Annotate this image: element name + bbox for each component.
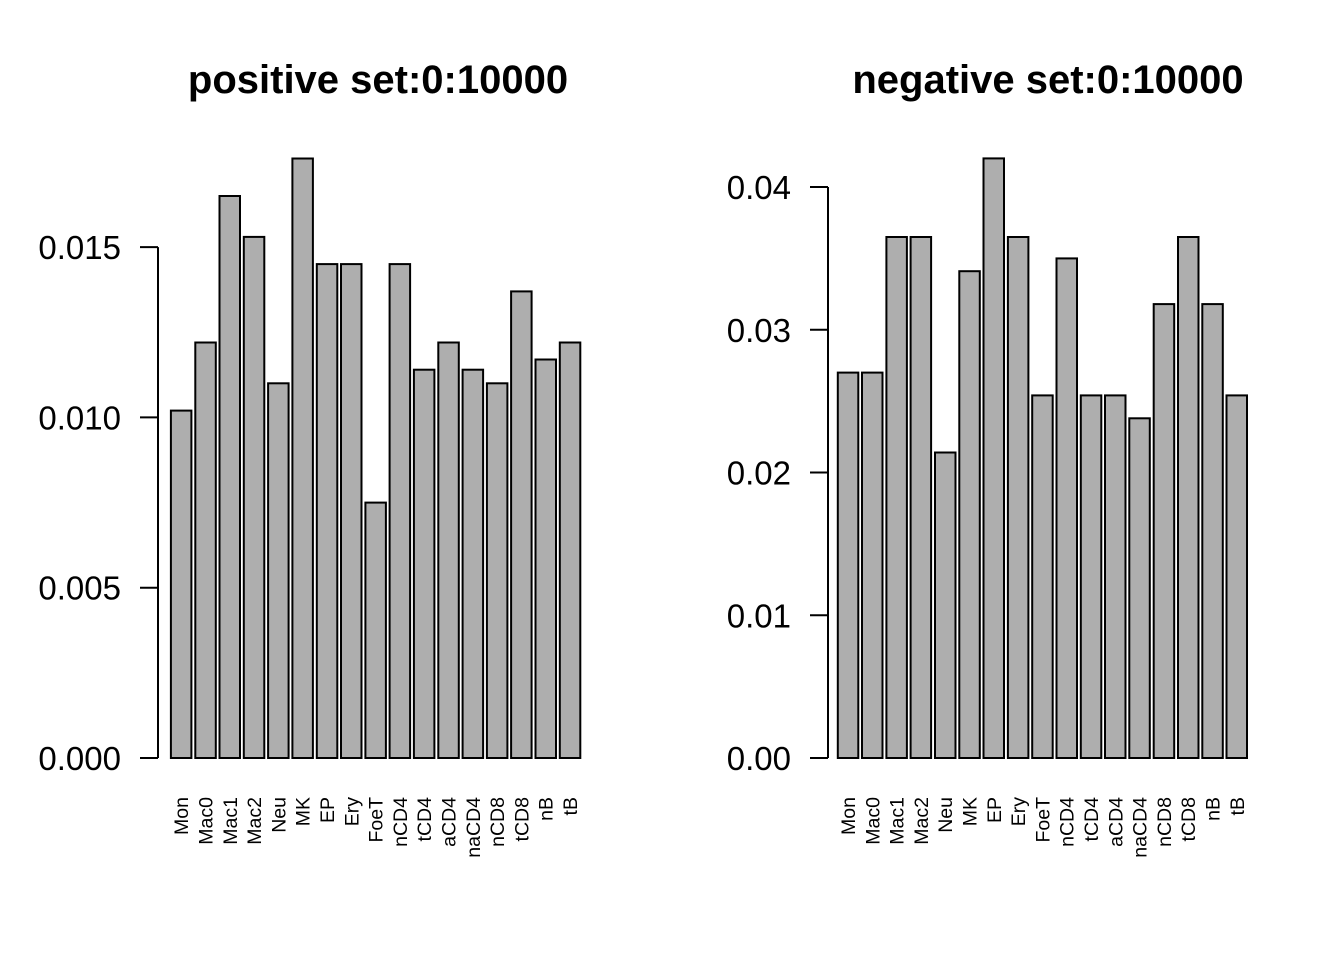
bar-naCD4 (461, 368, 485, 759)
bar-tB (1225, 394, 1248, 759)
x-category-label-nB: nB (1203, 797, 1225, 821)
x-category-label-Mac2: Mac2 (244, 797, 266, 845)
x-category-label-nCD8: nCD8 (1154, 797, 1176, 847)
chart-panel-1: 0.00 0.01 0.02 0.03 0.04 Mon Mac0 Mac1 Mac2 Neu MK… (727, 157, 1249, 858)
x-category-label-naCD4: naCD4 (1130, 797, 1152, 858)
bar-nCD8 (1152, 303, 1176, 759)
bar-Ery (1006, 236, 1030, 759)
bar-nCD8 (485, 382, 509, 759)
x-category-label-FoeT: FoeT (366, 797, 388, 843)
x-category-label-naCD4: naCD4 (463, 797, 485, 858)
x-category-label-tCD4: tCD4 (1081, 797, 1103, 842)
x-category-label-EP: EP (317, 797, 339, 823)
bar-nB (534, 358, 557, 759)
x-category-label-Mac1: Mac1 (887, 797, 909, 845)
bar-FoeT (364, 501, 387, 759)
x-category-label-Neu: Neu (268, 797, 290, 833)
x-category-label-Mac2: Mac2 (911, 797, 933, 845)
y-tick-label: 0.015 (38, 229, 121, 266)
bar-tCD8 (510, 290, 533, 759)
y-tick-label: 0.02 (727, 455, 791, 492)
y-tick-label: 0.00 (727, 740, 791, 777)
bar-naCD4 (1128, 417, 1151, 759)
bar-tCD4 (1079, 394, 1103, 759)
x-category-label-Neu: Neu (935, 797, 957, 833)
bar-Mac2 (242, 235, 266, 759)
bar-Neu (934, 451, 957, 759)
x-category-label-Mon: Mon (171, 797, 193, 835)
bar-EP (315, 263, 339, 759)
x-category-label-tCD4: tCD4 (414, 797, 436, 842)
bar-nCD4 (388, 263, 412, 759)
bar-aCD4 (437, 341, 460, 759)
x-category-label-Ery: Ery (1008, 797, 1030, 827)
x-category-label-Mac1: Mac1 (220, 797, 242, 845)
bar-MK (958, 270, 981, 759)
bar-tB (558, 341, 582, 759)
bar-EP (982, 157, 1005, 759)
y-tick-label: 0.005 (38, 570, 121, 607)
y-tick-label: 0.01 (727, 597, 791, 634)
x-category-label-MK: MK (960, 797, 982, 826)
x-category-label-tCD8: tCD8 (511, 797, 533, 841)
bar-Mac0 (861, 371, 884, 759)
bar-Mon (169, 409, 193, 759)
x-category-label-tB: tB (560, 797, 582, 815)
bar-Mac1 (218, 195, 241, 759)
bar-Mac1 (885, 236, 908, 759)
y-tick-label: 0.000 (38, 740, 121, 777)
y-tick-label: 0.03 (727, 312, 791, 349)
bar-Mon (836, 371, 860, 759)
x-category-label-Mac0: Mac0 (862, 797, 884, 845)
bar-aCD4 (1104, 394, 1127, 759)
x-category-label-tCD8: tCD8 (1178, 797, 1200, 841)
x-category-label-nCD8: nCD8 (487, 797, 509, 847)
bar-Neu (267, 382, 290, 759)
negative-chart-title: negative set:0:10000 (852, 58, 1244, 102)
bar-Mac0 (194, 341, 217, 759)
x-category-label-aCD4: aCD4 (439, 797, 461, 847)
x-category-label-MK: MK (293, 797, 315, 826)
x-category-label-nCD4: nCD4 (390, 797, 412, 847)
positive-chart-title: positive set:0:10000 (187, 58, 569, 102)
x-category-label-aCD4: aCD4 (1105, 797, 1127, 847)
chart-panel-0: 0.000 0.005 0.010 0.015 Mon Mac0 Mac1 Mac2 Neu MK… (38, 157, 582, 858)
x-category-label-FoeT: FoeT (1032, 797, 1054, 843)
bar-Mac2 (909, 236, 933, 759)
bar-tCD4 (412, 368, 436, 759)
x-category-label-Ery: Ery (341, 797, 363, 827)
bar-nCD4 (1055, 257, 1078, 759)
x-category-label-Mac0: Mac0 (196, 797, 218, 845)
x-category-label-EP: EP (984, 797, 1006, 823)
x-category-label-tB: tB (1227, 797, 1249, 815)
x-category-label-nB: nB (536, 797, 558, 821)
bar-Ery (340, 263, 363, 759)
x-category-label-Mon: Mon (838, 797, 860, 835)
bar-MK (291, 157, 314, 759)
x-category-label-nCD4: nCD4 (1057, 797, 1079, 847)
bar-FoeT (1031, 394, 1054, 759)
bar-tCD8 (1177, 236, 1200, 759)
y-tick-label: 0.010 (38, 399, 121, 436)
bar-nB (1201, 303, 1224, 759)
y-tick-label: 0.04 (727, 169, 791, 206)
